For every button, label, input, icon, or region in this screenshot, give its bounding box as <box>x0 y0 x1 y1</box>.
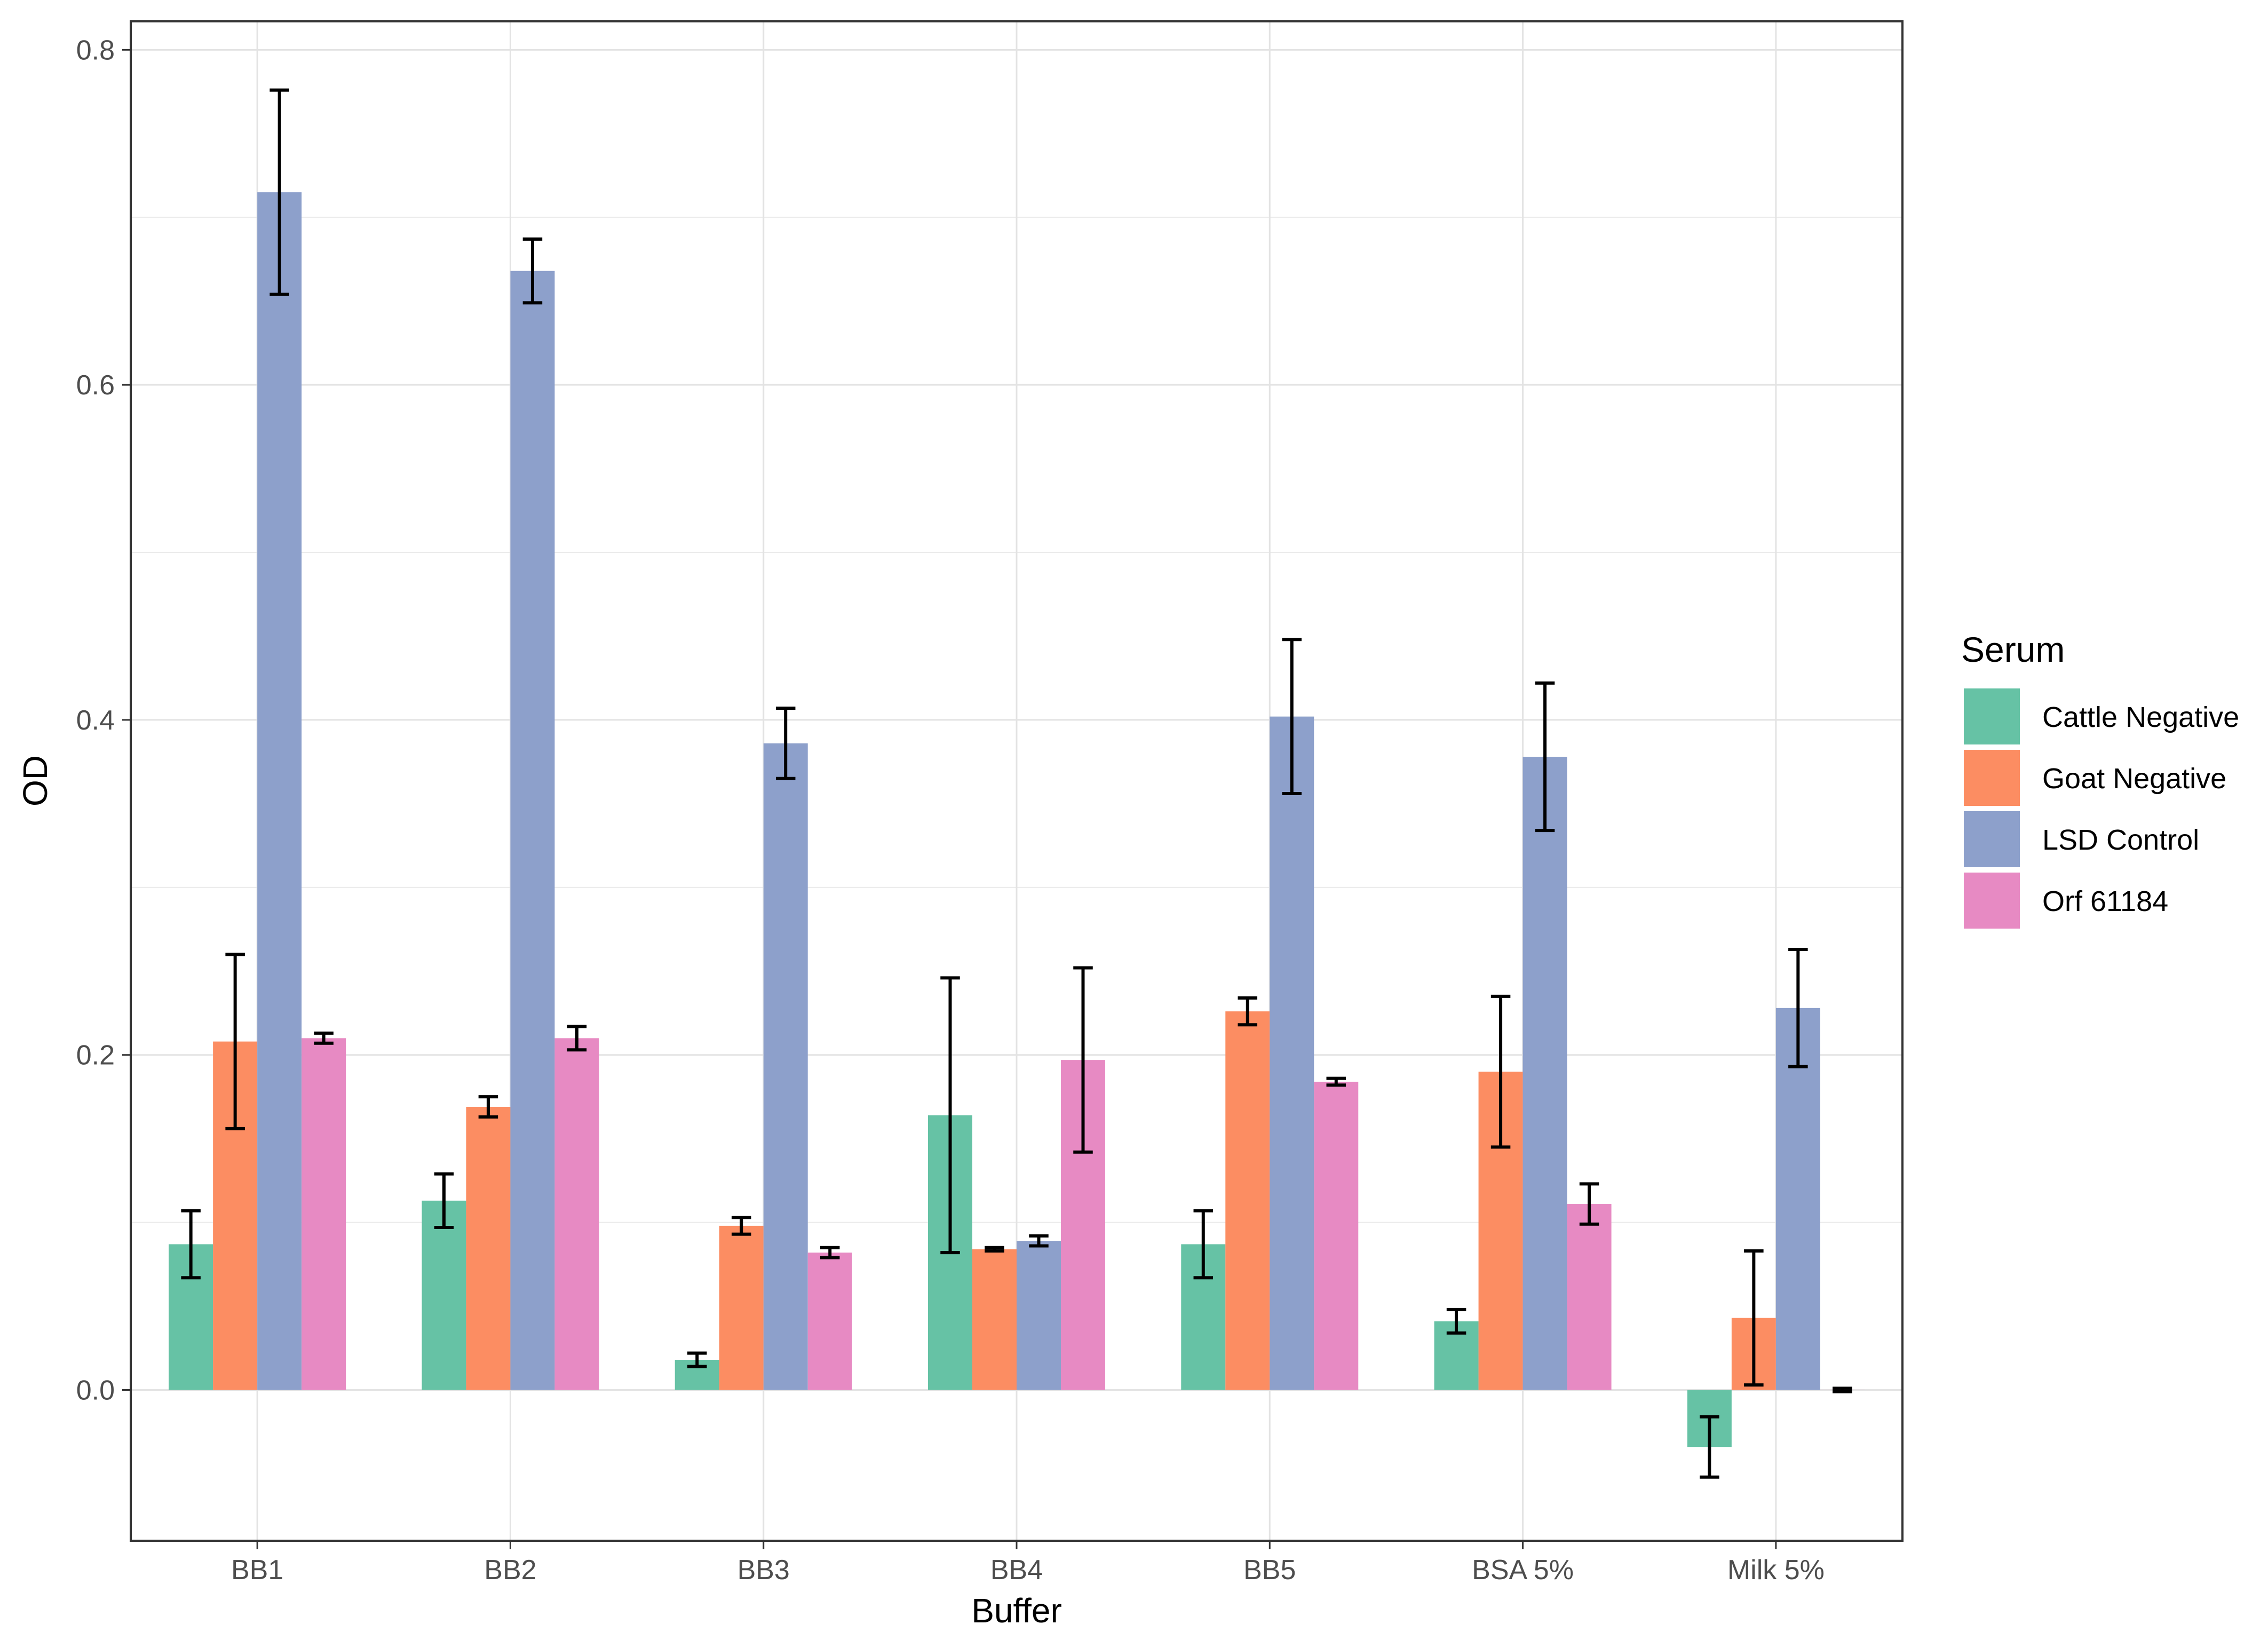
bar-cattle-negative <box>422 1200 466 1390</box>
bar-lsd-control <box>763 743 808 1390</box>
legend-label-goat-negative: Goat Negative <box>2042 763 2226 795</box>
error-bar-goat-negative <box>985 1246 1004 1253</box>
x-tick-label: BB4 <box>990 1555 1043 1586</box>
error-bar-orf-61184 <box>1579 1182 1599 1226</box>
error-bar-goat-negative <box>1490 994 1511 1149</box>
errorbars-layer <box>181 88 1852 1479</box>
error-bar-orf-61184 <box>820 1246 840 1259</box>
error-bar-lsd-control <box>1029 1234 1049 1248</box>
bar-orf-61184 <box>807 1253 852 1390</box>
bar-lsd-control <box>1775 1008 1820 1390</box>
bar-lsd-control <box>1270 716 1314 1390</box>
bar-goat-negative <box>466 1107 511 1390</box>
axes-layer: 0.0 0.2 0.4 0.6 0.8 BB1 BB2 BB3 BB4 BB5 BSA 5% Milk… <box>76 35 1825 1586</box>
error-bar-goat-negative <box>1238 996 1258 1027</box>
legend-swatch-orf-61184 <box>1964 873 2020 929</box>
error-bar-goat-negative <box>478 1095 498 1119</box>
error-bar-lsd-control <box>522 237 543 305</box>
error-bar-lsd-control <box>1788 947 1808 1068</box>
bar-goat-negative <box>719 1225 764 1390</box>
legend-label-cattle-negative: Cattle Negative <box>2042 701 2239 733</box>
bar-orf-61184 <box>554 1038 599 1390</box>
bar-goat-negative <box>1225 1011 1270 1390</box>
bar-orf-61184 <box>1567 1204 1612 1390</box>
error-bar-orf-61184 <box>314 1031 334 1045</box>
y-tick-label: 0.6 <box>76 370 115 401</box>
error-bar-goat-negative <box>731 1216 751 1236</box>
bar-lsd-control <box>1017 1241 1061 1390</box>
legend-label-orf-61184: Orf 61184 <box>2042 885 2168 917</box>
bar-orf-61184 <box>302 1038 346 1390</box>
legend-swatch-cattle-negative <box>1964 688 2020 744</box>
legend-swatch-goat-negative <box>1964 750 2020 806</box>
error-bar-cattle-negative <box>940 976 960 1255</box>
x-tick-label: BB5 <box>1243 1555 1296 1586</box>
error-bar-cattle-negative <box>687 1351 707 1368</box>
x-axis-title: Buffer <box>971 1591 1062 1630</box>
bar-lsd-control <box>510 271 555 1390</box>
x-tick-label: BSA 5% <box>1472 1555 1574 1586</box>
legend-label-lsd-control: LSD Control <box>2042 824 2199 856</box>
y-tick-label: 0.0 <box>76 1375 115 1406</box>
bar-orf-61184 <box>1314 1081 1359 1390</box>
error-bar-cattle-negative <box>1193 1209 1214 1280</box>
error-bar-goat-negative <box>1744 1249 1764 1387</box>
legend: Serum Cattle Negative Goat Negative LSD Co… <box>1961 630 2239 929</box>
bars-layer <box>169 192 1865 1447</box>
y-tick-label: 0.4 <box>76 705 115 736</box>
error-bar-orf-61184 <box>1833 1386 1852 1393</box>
error-bar-orf-61184 <box>1073 966 1093 1154</box>
error-bar-lsd-control <box>269 88 289 296</box>
error-bar-cattle-negative <box>434 1172 454 1230</box>
x-tick-label: BB2 <box>484 1555 536 1586</box>
y-tick-label: 0.8 <box>76 35 115 66</box>
error-bar-cattle-negative <box>1700 1415 1719 1479</box>
error-bar-orf-61184 <box>567 1025 587 1052</box>
error-bar-cattle-negative <box>181 1209 201 1280</box>
legend-swatch-lsd-control <box>1964 811 2020 867</box>
x-tick-label: BB1 <box>231 1555 283 1586</box>
error-bar-cattle-negative <box>1446 1308 1466 1335</box>
x-tick-label: Milk 5% <box>1727 1555 1825 1586</box>
error-bar-lsd-control <box>1282 638 1302 796</box>
error-bar-goat-negative <box>225 953 245 1130</box>
x-tick-label: BB3 <box>738 1555 790 1586</box>
error-bar-orf-61184 <box>1326 1076 1346 1087</box>
y-axis-title: OD <box>16 755 54 806</box>
legend-title: Serum <box>1961 630 2065 669</box>
bar-goat-negative <box>972 1249 1017 1390</box>
bar-lsd-control <box>257 192 302 1390</box>
error-bar-lsd-control <box>775 706 796 780</box>
bar-lsd-control <box>1522 756 1567 1390</box>
y-tick-label: 0.2 <box>76 1040 115 1071</box>
error-bar-lsd-control <box>1535 681 1555 833</box>
